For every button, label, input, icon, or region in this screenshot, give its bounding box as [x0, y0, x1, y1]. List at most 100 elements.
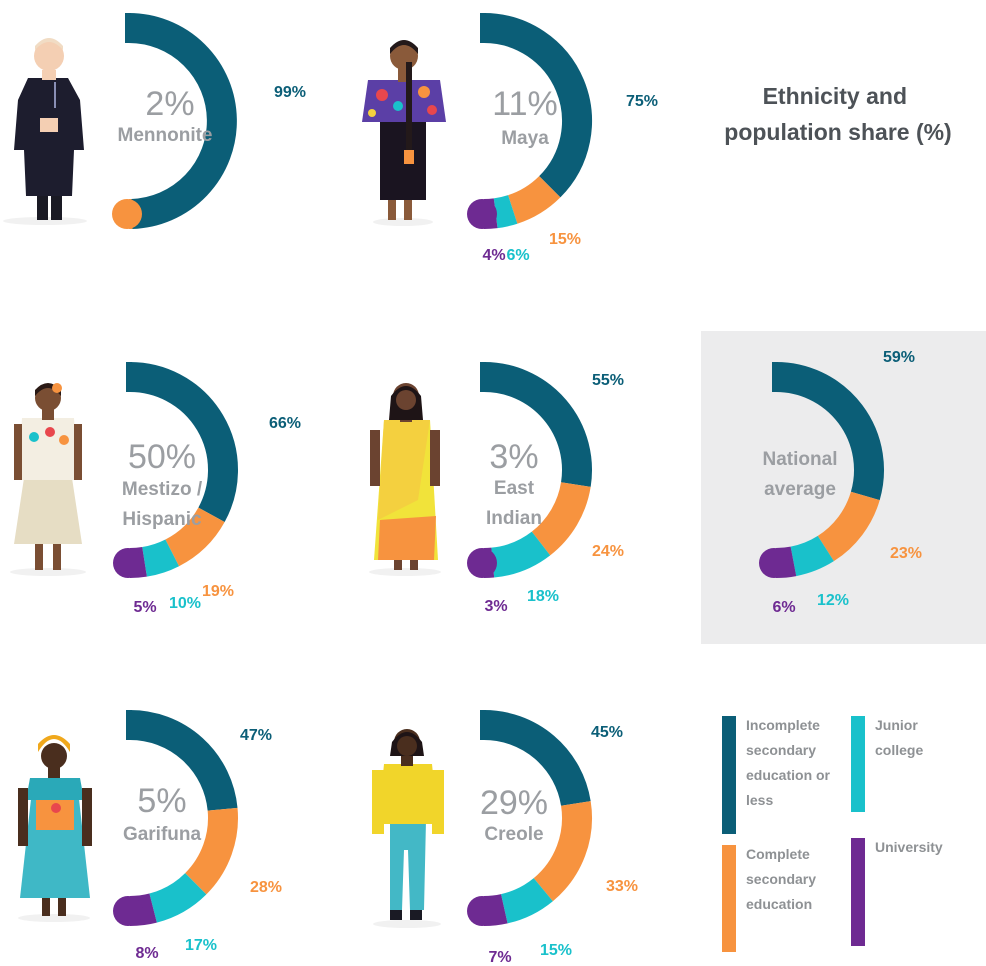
ring-start-mestizo [126, 362, 132, 392]
legend-label-line: Complete [746, 846, 810, 862]
segment-east-indian-incomplete-secondary [483, 362, 592, 487]
label-creole-incomplete-secondary: 45% [591, 724, 623, 741]
legend-label-incomplete-secondary: Incomplete secondary education or less [746, 717, 831, 808]
figure-maya [362, 40, 446, 226]
name-mennonite-line-1: Mennonite [118, 125, 213, 146]
share-mennonite: 2% [145, 85, 194, 123]
name-east-indian: East Indian [486, 478, 542, 529]
ring-start-mennonite [125, 13, 131, 43]
segment-maya-incomplete-secondary [483, 13, 592, 198]
segment-east-indian-junior-college [490, 531, 551, 578]
segment-maya-complete-secondary [507, 175, 561, 224]
name-national-line-1: National [763, 449, 838, 470]
name-mennonite: Mennonite [118, 125, 213, 146]
chart-title-line-1: Ethnicity and [763, 83, 907, 109]
legend-label-line: secondary [746, 871, 816, 887]
name-garifuna-line-1: Garifuna [123, 824, 202, 845]
label-garifuna-junior-college: 17% [185, 937, 217, 954]
legend-label-junior-college: Complete secondary education [746, 846, 816, 912]
name-mestizo: Mestizo / Hispanic [122, 479, 203, 530]
legend-swatch-junior-college [722, 845, 736, 952]
figure-mestizo [10, 383, 86, 576]
legend-swatch-incomplete-secondary [722, 716, 736, 834]
label-creole-junior-college: 15% [540, 942, 572, 959]
segment-mennonite-incomplete-secondary [128, 13, 237, 229]
legend-label-line: less [746, 792, 773, 808]
figure-garifuna [18, 735, 92, 922]
donut-garifuna: 47% 28% 17% 8% 5% Garifuna [113, 710, 282, 962]
ring-start-national [772, 362, 778, 392]
segment-mestizo-complete-secondary [164, 507, 225, 567]
label-mestizo-complete-secondary: 19% [202, 583, 234, 600]
name-mestizo-line-2: Hispanic [122, 509, 202, 530]
legend-label-line: secondary [746, 742, 816, 758]
ring-start-maya [480, 13, 486, 43]
ring-end-mennonite [112, 199, 142, 229]
label-creole-university: 7% [488, 949, 511, 966]
segment-creole-complete-secondary [533, 801, 592, 902]
share-creole: 29% [480, 784, 548, 822]
label-east-indian-university: 3% [484, 598, 507, 615]
segment-east-indian-complete-secondary [531, 481, 591, 556]
legend-swatch-complete-secondary [851, 716, 865, 812]
figure-east-indian [369, 383, 441, 576]
people-illustrations [3, 38, 446, 928]
name-maya: Maya [501, 128, 549, 149]
segment-creole-junior-college [500, 877, 553, 924]
name-garifuna: Garifuna [123, 824, 202, 845]
name-mestizo-line-1: Mestizo / [122, 479, 203, 500]
ring-end-east-indian [467, 548, 497, 578]
donut-mennonite: 99% 2%Mennonite [112, 13, 306, 229]
label-national-junior-college: 12% [817, 592, 849, 609]
legend-label-line: college [875, 742, 923, 758]
name-national: National average [763, 449, 838, 500]
segment-garifuna-junior-college [148, 872, 207, 923]
legend-label-line: Junior [875, 717, 918, 733]
name-east-indian-line-1: East [494, 478, 535, 499]
label-maya-university: 4% [482, 247, 505, 264]
name-creole: Creole [484, 824, 543, 845]
legend-label-university: University [875, 839, 943, 855]
label-garifuna-university: 8% [135, 945, 158, 962]
legend-swatch-university [851, 838, 865, 946]
donut-maya: 75% 15% 6%4% 11% Maya [467, 13, 658, 264]
ring-end-mestizo [113, 548, 143, 578]
ring-end-maya [467, 199, 497, 229]
segment-national-complete-secondary [817, 491, 880, 562]
segment-creole-incomplete-secondary [483, 710, 591, 807]
segment-maya-junior-college [493, 195, 518, 229]
donut-charts: 99%2%Mennonite75%15%6%4%11%Maya66%19%10%… [112, 13, 922, 966]
donut-mestizo: 66% 19%10% 5% 50% Mestizo / Hispanic [113, 362, 301, 616]
segment-national-incomplete-secondary [775, 362, 884, 501]
ring-start-creole [480, 710, 486, 740]
donut-creole: 45% 33% 15% 7% 29%Creole [467, 710, 638, 966]
name-creole-line-1: Creole [484, 824, 543, 845]
legend-label-complete-secondary: Junior college [875, 717, 923, 758]
share-east-indian: 3% [489, 438, 538, 476]
name-maya-line-1: Maya [501, 128, 549, 149]
figure-mennonite [3, 38, 87, 225]
donut-national: 59% 23% 12% 6% National average [759, 349, 922, 616]
legend-label-line: education or [746, 767, 831, 783]
label-mestizo-incomplete-secondary: 66% [269, 415, 301, 432]
ring-start-garifuna [126, 710, 132, 740]
label-maya-incomplete-secondary: 75% [626, 93, 658, 110]
legend-item-junior-college: Complete secondary education [722, 845, 816, 952]
segment-garifuna-complete-secondary [184, 807, 238, 895]
label-mestizo-junior-college: 10% [169, 595, 201, 612]
label-maya-junior-college: 6% [506, 247, 529, 264]
donut-east-indian: 55%24%18%3%3%East Indian [467, 362, 624, 615]
label-national-incomplete-secondary: 59% [883, 349, 915, 366]
ring-end-garifuna [113, 896, 143, 926]
legend-label-line: Incomplete [746, 717, 820, 733]
name-national-line-2: average [764, 479, 836, 500]
ring-end-creole [467, 896, 497, 926]
label-maya-complete-secondary: 15% [549, 231, 581, 248]
label-garifuna-incomplete-secondary: 47% [240, 727, 272, 744]
ring-start-east-indian [480, 362, 486, 392]
label-east-indian-junior-college: 18% [527, 588, 559, 605]
label-mestizo-university: 5% [133, 599, 156, 616]
share-garifuna: 5% [137, 782, 186, 820]
segment-mestizo-junior-college [141, 539, 180, 577]
